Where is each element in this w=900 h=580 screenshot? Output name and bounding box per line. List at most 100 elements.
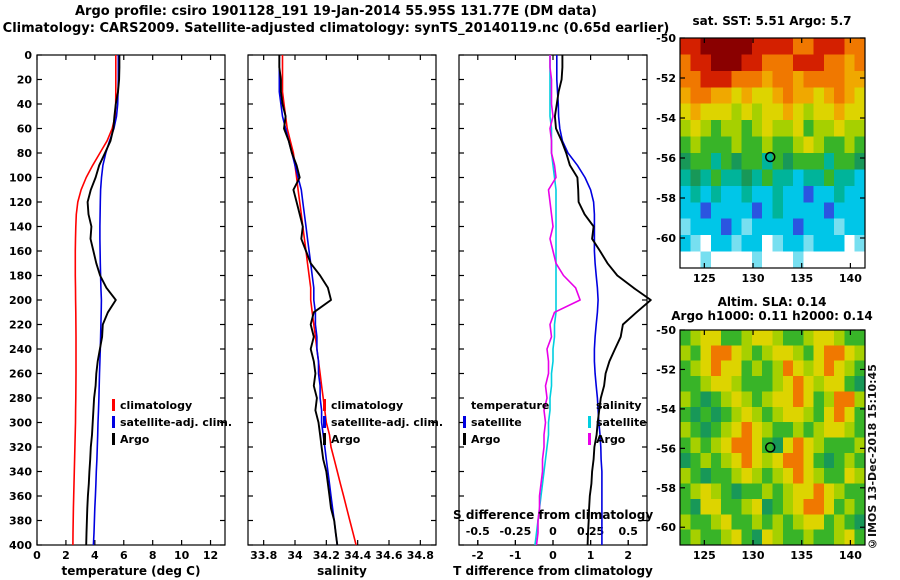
svg-text:400: 400	[9, 539, 32, 552]
svg-text:380: 380	[9, 515, 32, 528]
svg-text:260: 260	[9, 368, 32, 381]
svg-text:360: 360	[9, 490, 32, 503]
sst-map-image	[680, 38, 865, 268]
svg-text:1: 1	[587, 549, 595, 562]
svg-text:10: 10	[174, 549, 190, 562]
svg-text:40: 40	[17, 98, 33, 111]
svg-text:0: 0	[33, 549, 41, 562]
svg-text:160: 160	[9, 245, 32, 258]
svg-text:300: 300	[9, 417, 32, 430]
svg-text:-50: -50	[656, 324, 676, 337]
temperature-header-label: temperature	[471, 398, 550, 412]
svg-text:-56: -56	[656, 152, 676, 165]
legend-label-argo: Argo	[596, 432, 626, 446]
svg-text:20: 20	[17, 74, 33, 87]
sst-map-title: sat. SST: 5.51 Argo: 5.7	[692, 14, 852, 28]
svg-text:140: 140	[839, 272, 862, 285]
t-difference-xlabel: T difference from climatology	[453, 564, 653, 578]
svg-text:120: 120	[9, 196, 32, 209]
svg-text:-58: -58	[656, 482, 676, 495]
salinity-xlabel: salinity	[317, 564, 367, 578]
page-title: Argo profile: csiro 1901128_191 19-Jan-2…	[75, 4, 597, 19]
svg-text:130: 130	[742, 272, 765, 285]
svg-text:0.5: 0.5	[618, 525, 638, 538]
svg-text:340: 340	[9, 466, 32, 479]
climatology-color-swatch	[112, 399, 115, 411]
satellite-color-swatch	[463, 416, 466, 428]
svg-text:34.2: 34.2	[313, 549, 340, 562]
imos-watermark: ©IMOS 13-Dec-2018 15:10:45	[866, 364, 879, 550]
svg-text:-1: -1	[509, 549, 521, 562]
svg-text:280: 280	[9, 392, 32, 405]
svg-text:180: 180	[9, 270, 32, 283]
sla-map-image	[680, 330, 865, 545]
sla-map-title-line1: Altim. SLA: 0.14	[717, 295, 827, 309]
svg-text:200: 200	[9, 294, 32, 307]
svg-text:135: 135	[790, 272, 813, 285]
svg-text:125: 125	[693, 272, 716, 285]
salinity-satellite-color-swatch	[588, 416, 591, 428]
svg-text:0.25: 0.25	[577, 525, 604, 538]
svg-text:-56: -56	[656, 442, 676, 455]
legend-label-climatology: climatology	[120, 398, 193, 412]
argo-color-swatch	[463, 433, 466, 445]
svg-text:80: 80	[17, 147, 33, 160]
legend-item-climatology: climatology	[323, 398, 443, 412]
legend-header-salinity: salinity	[588, 398, 647, 412]
svg-text:34.8: 34.8	[407, 549, 434, 562]
legend-item-satellite: satellite	[588, 415, 647, 429]
svg-text:-54: -54	[656, 403, 676, 416]
svg-text:0: 0	[549, 525, 557, 538]
legend-label-climatology: climatology	[331, 398, 404, 412]
svg-text:34.4: 34.4	[344, 549, 371, 562]
svg-text:2: 2	[62, 549, 70, 562]
difference-temperature-legend: temperature satellite Argo	[463, 398, 549, 446]
svg-text:2: 2	[624, 549, 632, 562]
legend-item-satellite-clim: satellite-adj. clim.	[112, 415, 232, 429]
legend-label-satellite-clim: satellite-adj. clim.	[331, 415, 444, 429]
salinity-legend: climatology satellite-adj. clim. Argo	[323, 398, 443, 446]
svg-text:135: 135	[790, 549, 813, 562]
svg-text:4: 4	[91, 549, 99, 562]
argo-color-swatch	[323, 433, 326, 445]
svg-text:-2: -2	[472, 549, 484, 562]
svg-text:-52: -52	[656, 72, 676, 85]
legend-label-satellite: satellite	[596, 415, 647, 429]
svg-text:60: 60	[17, 123, 33, 136]
legend-item-satellite-clim: satellite-adj. clim.	[323, 415, 443, 429]
svg-text:33.8: 33.8	[250, 549, 277, 562]
svg-text:8: 8	[149, 549, 157, 562]
sla-map-title-line2: Argo h1000: 0.11 h2000: 0.14	[671, 309, 873, 323]
svg-text:-0.25: -0.25	[500, 525, 532, 538]
satellite-clim-color-swatch	[323, 416, 326, 428]
svg-text:-58: -58	[656, 192, 676, 205]
svg-text:125: 125	[693, 549, 716, 562]
legend-item-argo: Argo	[112, 432, 232, 446]
temperature-xlabel: temperature (deg C)	[61, 564, 201, 578]
page-subtitle: Climatology: CARS2009. Satellite-adjuste…	[2, 21, 670, 36]
svg-text:-60: -60	[656, 232, 676, 245]
svg-text:34: 34	[287, 549, 303, 562]
legend-item-argo: Argo	[588, 432, 647, 446]
s-difference-label: S difference from climatology	[453, 508, 654, 522]
svg-text:220: 220	[9, 319, 32, 332]
svg-text:-0.5: -0.5	[466, 525, 490, 538]
legend-header-temperature: temperature	[463, 398, 549, 412]
svg-text:12: 12	[203, 549, 218, 562]
legend-label-argo: Argo	[120, 432, 150, 446]
svg-text:140: 140	[839, 549, 862, 562]
svg-text:-60: -60	[656, 521, 676, 534]
svg-text:320: 320	[9, 441, 32, 454]
svg-text:140: 140	[9, 221, 32, 234]
satellite-clim-color-swatch	[112, 416, 115, 428]
salinity-argo-color-swatch	[588, 433, 591, 445]
svg-text:-54: -54	[656, 112, 676, 125]
svg-text:0: 0	[24, 49, 32, 62]
legend-item-satellite: satellite	[463, 415, 549, 429]
argo-color-swatch	[112, 433, 115, 445]
svg-text:34.6: 34.6	[375, 549, 402, 562]
legend-item-argo: Argo	[323, 432, 443, 446]
salinity-header-label: salinity	[596, 398, 642, 412]
temperature-legend: climatology satellite-adj. clim. Argo	[112, 398, 232, 446]
